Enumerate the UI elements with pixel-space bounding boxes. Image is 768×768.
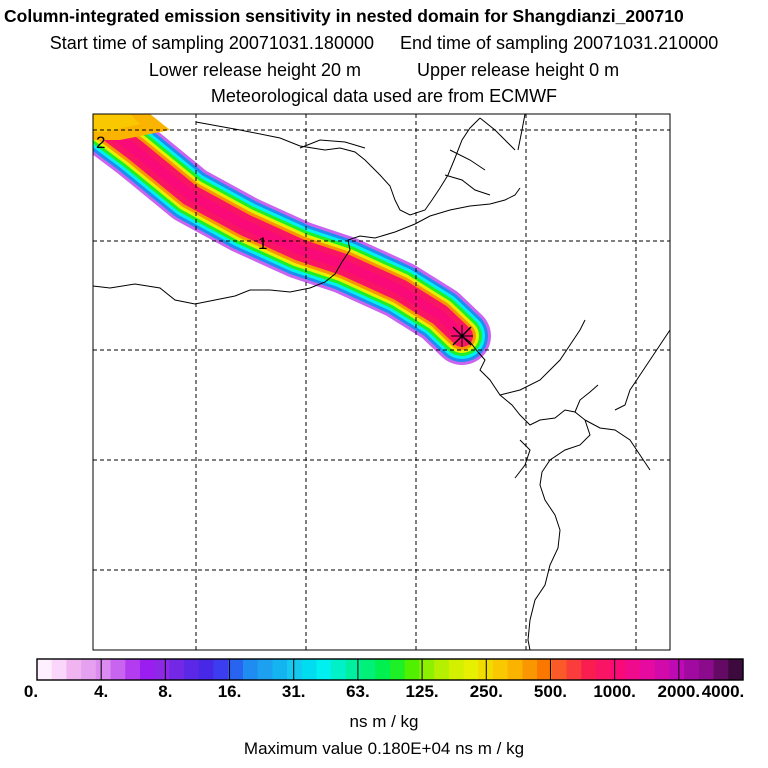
- colorbar-swatch: [492, 659, 509, 680]
- colorbar-swatch: [242, 659, 259, 680]
- colorbar-swatch: [198, 659, 215, 680]
- colorbar-swatch: [507, 659, 523, 680]
- colorbar-swatch: [228, 659, 244, 680]
- colorbar-swatch: [139, 659, 156, 680]
- colorbar-swatch: [669, 659, 685, 680]
- colorbar-swatch: [169, 659, 185, 680]
- plume-footprint: [93, 114, 491, 365]
- colorbar-tick-label: 4000.: [701, 682, 745, 701]
- colorbar-swatch: [51, 659, 68, 680]
- map-frame: [92, 113, 671, 651]
- colorbar-swatch: [698, 659, 715, 680]
- colorbar-swatch: [66, 659, 82, 680]
- colorbar-swatch: [640, 659, 656, 680]
- colorbar-swatch: [595, 659, 612, 680]
- colorbar-tick-label: 63.: [346, 682, 370, 701]
- end-time-label: End time of sampling 20071031.210000: [400, 33, 719, 53]
- colorbar-frame: [36, 658, 744, 681]
- time-marker-2: 2: [96, 133, 105, 152]
- map-area: 2 1: [93, 114, 670, 650]
- colorbar-swatch: [316, 659, 332, 680]
- start-time-label: Start time of sampling 20071031.180000: [49, 33, 374, 53]
- colorbar-swatch: [301, 659, 318, 680]
- colorbar-tick-label: 1000.: [593, 682, 636, 701]
- lower-release-label: Lower release height 20 m: [148, 60, 361, 80]
- colorbar-swatch: [184, 659, 200, 680]
- colorbar-ticks: [100, 659, 680, 680]
- maximum-value-label: Maximum value 0.180E+04 ns m / kg: [243, 739, 525, 758]
- colorbar-units: ns m / kg: [349, 712, 419, 731]
- colorbar-swatch: [125, 659, 141, 680]
- colorbar-tick-label: 8.: [158, 682, 173, 701]
- colorbar-swatch: [272, 659, 288, 680]
- colorbar-swatch: [522, 659, 538, 680]
- met-data-label: Meteorological data used are from ECMWF: [210, 86, 558, 106]
- colorbar-swatch: [404, 659, 421, 680]
- colorbar-swatch: [390, 659, 406, 680]
- coastlines: [93, 114, 670, 650]
- colorbar-tick-label: 250.: [469, 682, 503, 701]
- colorbar-swatch: [213, 659, 229, 680]
- colorbar-swatch: [448, 659, 465, 680]
- time-marker-1: 1: [258, 234, 267, 253]
- colorbar-tick-label: 500.: [533, 682, 567, 701]
- colorbar-tick-label: 2000.: [657, 682, 701, 701]
- colorbar-swatch: [110, 659, 126, 680]
- colorbar-swatch: [331, 659, 347, 680]
- colorbar-swatch: [434, 659, 450, 680]
- colorbar-swatch: [463, 659, 479, 680]
- colorbar-swatch: [728, 659, 744, 680]
- colorbar-tick-label: 31.: [281, 682, 306, 701]
- colorbar-swatch: [684, 659, 700, 680]
- colorbar-swatch: [713, 659, 729, 680]
- colorbar-swatch: [95, 659, 112, 680]
- figure-title: Column-integrated emission sensitivity i…: [4, 6, 684, 26]
- release-heights: Lower release height 20 m Upper release h…: [0, 60, 768, 80]
- graticule: [93, 114, 670, 650]
- colorbar-swatch: [287, 659, 303, 680]
- colorbar-swatch: [81, 659, 97, 680]
- colorbar-swatch: [360, 659, 376, 680]
- colorbar-swatch: [419, 659, 435, 680]
- colorbar-swatch: [345, 659, 362, 680]
- colorbar-swatch: [581, 659, 597, 680]
- colorbar-tick-label: 125.: [405, 682, 439, 701]
- colorbar-swatch: [610, 659, 626, 680]
- colorbar-swatch: [654, 659, 671, 680]
- sampling-times: Start time of sampling 20071031.180000 En…: [0, 33, 768, 53]
- colorbar-swatch: [537, 659, 553, 680]
- colorbar-swatch: [37, 659, 53, 680]
- upper-release-label: Upper release height 0 m: [417, 60, 620, 80]
- colorbar-swatch: [154, 659, 170, 680]
- colorbar-tick-label: 0.: [23, 682, 39, 701]
- colorbar-swatch: [551, 659, 568, 680]
- receptor-marker: [451, 325, 473, 347]
- colorbar-tick-label: 16.: [217, 682, 242, 701]
- colorbar-swatch: [566, 659, 582, 680]
- colorbar-swatch: [375, 659, 391, 680]
- colorbar-swatch: [257, 659, 273, 680]
- colorbar-swatch: [625, 659, 641, 680]
- colorbar-tick-label: 4.: [94, 682, 109, 701]
- colorbar: [37, 659, 744, 680]
